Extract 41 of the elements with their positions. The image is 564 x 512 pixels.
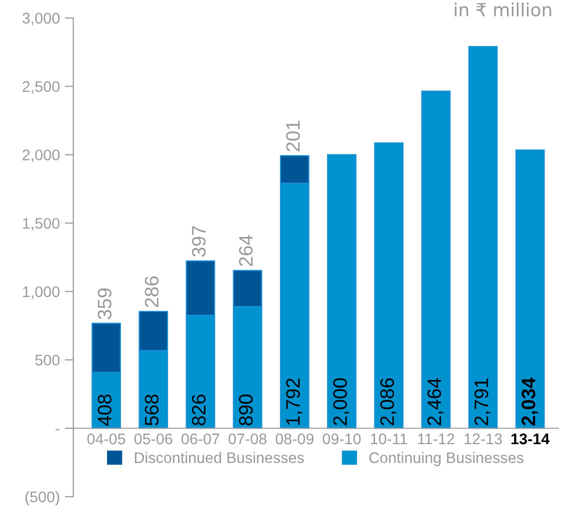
data-label: 2,000: [333, 378, 350, 426]
data-label: 2,464: [427, 378, 444, 426]
data-label: 2,034: [522, 378, 538, 426]
x-tick-label: 08-09: [276, 434, 314, 444]
y-tick-label: 1,000: [23, 286, 60, 299]
x-tick-label: 11-12: [418, 434, 454, 444]
text: in ₹ million: [454, 2, 552, 17]
data-label: 568: [144, 394, 159, 426]
x-tick-label: 04-05: [87, 434, 126, 444]
y-tick-label: 500: [35, 354, 60, 366]
bar: [327, 154, 356, 429]
x-tick-label: 09-10: [322, 434, 361, 444]
bar: [421, 90, 451, 429]
x-tick-label: 06-07: [182, 434, 220, 444]
y-tick-label: -: [56, 429, 60, 430]
x-tick-label: 13-14: [512, 434, 550, 444]
data-label: 201: [286, 120, 300, 152]
y-tick-label: (500): [25, 491, 60, 506]
x-tick-label: 05-06: [134, 434, 172, 444]
data-label: 397: [192, 226, 206, 257]
data-label: 286: [144, 276, 159, 308]
y-tick-label: 1,500: [23, 218, 60, 231]
y-tick-label: 2,500: [22, 81, 60, 94]
bar: [515, 149, 545, 429]
bar: [468, 46, 498, 429]
x-tick-label: 07-08: [228, 434, 266, 444]
legend-label: Discontinued Businesses: [134, 452, 304, 464]
y-tick-label: 2,000: [22, 150, 60, 162]
bar: [374, 142, 404, 429]
data-label: 2,086: [380, 378, 396, 426]
data-label: 264: [239, 235, 253, 266]
data-label: 826: [192, 394, 206, 426]
data-label: 890: [239, 394, 253, 426]
data-label: 408: [98, 394, 112, 426]
data-label: 1,792: [286, 378, 302, 425]
x-tick-label: 10-11: [371, 434, 408, 444]
y-tick-label: 3,000: [22, 12, 60, 26]
data-label: 2,791: [474, 378, 491, 426]
x-tick-label: 12-13: [464, 434, 502, 444]
legend-label: Continuing Businesses: [369, 452, 524, 466]
data-label: 359: [98, 288, 112, 320]
